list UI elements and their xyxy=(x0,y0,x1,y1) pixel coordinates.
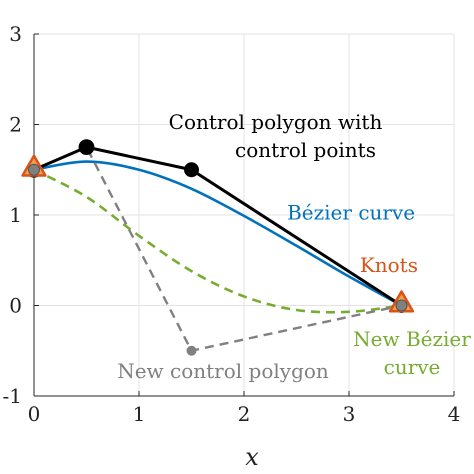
knot-center-point xyxy=(28,163,40,176)
y-tick-label: 0 xyxy=(9,294,22,318)
x-tick-label: 4 xyxy=(448,402,461,426)
x-tick-label: 2 xyxy=(238,402,251,426)
point-control-polygon-with-control-points xyxy=(184,162,199,178)
y-tick-label: -1 xyxy=(3,384,22,408)
annotation-bezier: Bézier curve xyxy=(287,201,415,225)
y-tick-label: 3 xyxy=(9,22,22,46)
annotation-line: curve xyxy=(384,355,441,379)
series-new-b-zier-curve xyxy=(33,168,402,314)
annotation-layer: Control polygon with control points Bézier… xyxy=(117,110,471,383)
annotation-control-polygon: Control polygon with control points xyxy=(169,110,383,162)
point-new-control-polygon xyxy=(186,345,197,356)
y-tick-label: 2 xyxy=(9,113,22,137)
annotation-line: Bézier curve xyxy=(287,201,415,225)
series-layer xyxy=(33,145,403,352)
x-tick-label: 3 xyxy=(343,402,356,426)
y-tick-label: 1 xyxy=(9,203,22,227)
annotation-line: New Bézier xyxy=(353,327,471,351)
series-new-control-polygon xyxy=(33,145,402,352)
series-b-zier-curve xyxy=(33,160,403,307)
point-control-polygon-with-control-points xyxy=(79,139,94,155)
annotation-new-control-polygon: New control polygon xyxy=(117,359,329,383)
x-tick-label: 1 xyxy=(133,402,146,426)
annotation-line: control points xyxy=(235,138,376,162)
x-axis-title: x xyxy=(245,443,259,471)
annotation-line: Control polygon with xyxy=(169,110,383,134)
annotation-new-bezier: New Bézier curve xyxy=(353,327,471,379)
annotation-line: Knots xyxy=(360,253,418,277)
annotation-knots: Knots xyxy=(360,253,418,277)
series-control-polygon-with-control-points xyxy=(33,145,403,307)
knot-center-point xyxy=(395,299,408,312)
annotation-line: New control polygon xyxy=(117,359,329,383)
axes xyxy=(33,33,455,397)
x-tick-label: 0 xyxy=(28,402,41,426)
marker-layer xyxy=(21,139,415,356)
